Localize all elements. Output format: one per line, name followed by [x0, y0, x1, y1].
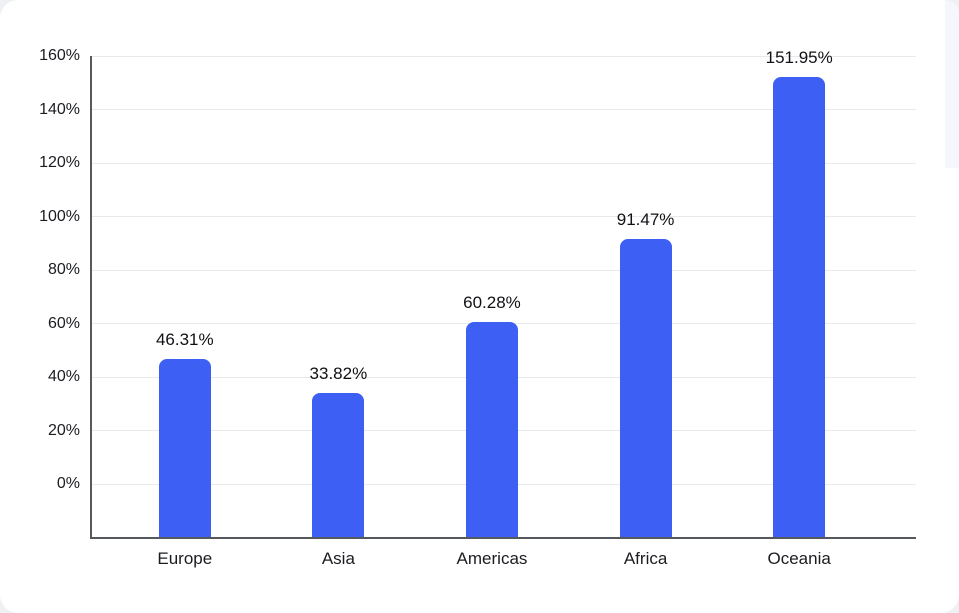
x-tick-label-americas: Americas	[456, 549, 528, 568]
y-tick-label: 160%	[39, 47, 80, 64]
bar-value-label: 60.28%	[463, 293, 521, 313]
bar-value-label: 46.31%	[155, 330, 214, 350]
y-tick-label: 60%	[47, 314, 80, 332]
bar-group-americas: 60.28%	[415, 56, 569, 537]
bar-africa[interactable]	[619, 238, 672, 537]
x-tick-label-africa: Africa	[623, 549, 668, 568]
y-tick-label: 0%	[56, 475, 80, 493]
gridline-160%	[92, 55, 916, 57]
bar-group-europe: 46.31%	[108, 56, 262, 537]
bar-asia[interactable]	[312, 392, 365, 537]
y-tick-label: 80%	[47, 261, 80, 279]
y-tick-label: 40%	[47, 368, 80, 386]
x-axis-line	[90, 537, 916, 539]
bar-value-label: 151.95%	[765, 47, 833, 67]
x-axis-category-labels: Europe Asia Americas Africa Oceania	[92, 549, 916, 569]
y-tick-label: 20%	[47, 421, 80, 439]
bar-oceania[interactable]	[773, 76, 826, 537]
bar-group-africa: 91.47%	[569, 56, 723, 537]
y-tick-label: 120%	[39, 154, 80, 172]
gridline-100%	[92, 216, 916, 218]
gridline-80%	[92, 269, 916, 271]
bar-value-label: 91.47%	[616, 209, 675, 229]
bar-europe[interactable]	[158, 359, 211, 537]
bar-americas[interactable]	[465, 322, 518, 537]
bar-group-oceania: 151.95%	[722, 48, 876, 537]
x-tick-label-europe: Europe	[157, 549, 213, 568]
gridline-120%	[92, 162, 916, 164]
x-tick-label-asia: Asia	[321, 549, 355, 568]
gridline-140%	[92, 109, 916, 111]
bar-value-label: 33.82%	[309, 363, 368, 383]
scrollbar-track[interactable]	[945, 0, 959, 168]
y-axis-line	[90, 56, 92, 538]
bars-layer: 46.31% 33.82% 60.28% 91.47% 151.95%	[92, 48, 916, 537]
x-tick-label-oceania: Oceania	[767, 549, 831, 568]
y-tick-label: 100%	[39, 207, 80, 225]
y-tick-label: 140%	[39, 100, 80, 118]
bar-group-asia: 33.82%	[262, 56, 416, 537]
